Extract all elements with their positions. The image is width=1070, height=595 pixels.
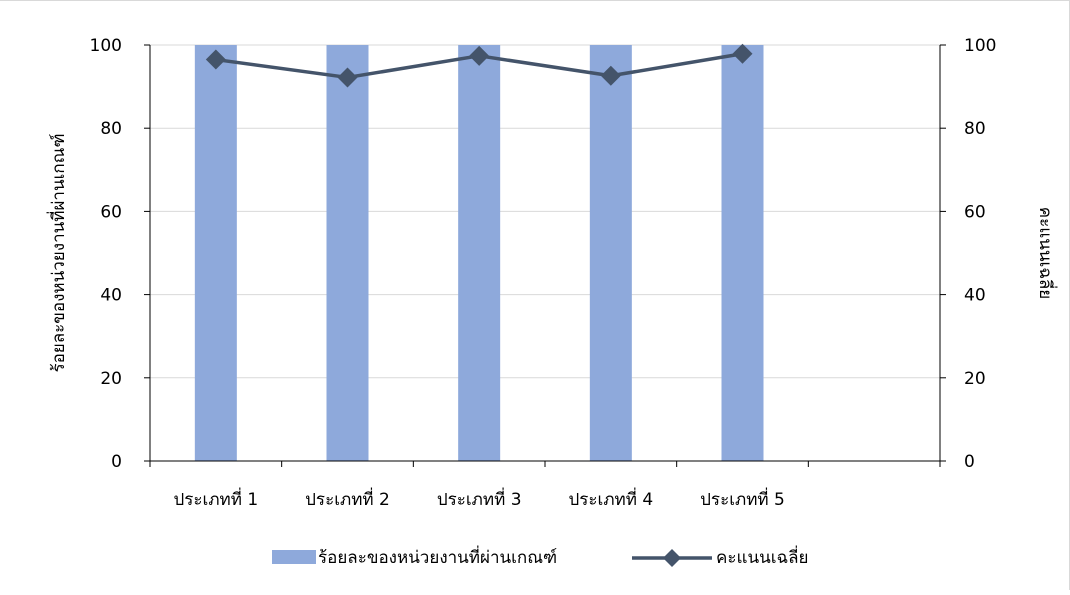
- legend-line-label: คะแนนเฉลี่ย: [716, 545, 808, 568]
- line-marker: [732, 43, 753, 64]
- right-y-tick-label: 100: [964, 36, 996, 56]
- right-y-tick-label: 80: [964, 119, 986, 139]
- right-y-tick-label: 60: [964, 202, 986, 222]
- right-axis-title: คะแนนเฉลี่ย: [1035, 207, 1058, 299]
- axes: [149, 45, 941, 462]
- line-marker: [469, 45, 490, 66]
- line-marker: [337, 67, 358, 88]
- left-y-tick-label: 80: [100, 119, 122, 139]
- category-label: ประเภทที่ 2: [305, 487, 390, 510]
- left-y-tick-label: 60: [100, 202, 122, 222]
- left-y-tick-label: 20: [100, 369, 122, 389]
- line-marker: [205, 49, 226, 70]
- category-label: ประเภทที่ 1: [173, 487, 258, 510]
- legend: ร้อยละของหน่วยงานที่ผ่านเกณฑ์ คะแนนเฉลี่…: [272, 545, 808, 568]
- category-label: ประเภทที่ 4: [568, 487, 653, 510]
- left-axis-title: ร้อยละของหน่วยงานที่ผ่านเกณฑ์: [46, 133, 69, 372]
- bar: [326, 45, 369, 461]
- line-markers: [205, 43, 753, 88]
- right-y-tick-label: 40: [964, 286, 986, 306]
- category-label: ประเภทที่ 3: [437, 487, 522, 510]
- axis-labels: ร้อยละของหน่วยงานที่ผ่านเกณฑ์ คะแนนเฉลี่…: [46, 133, 1058, 372]
- bar: [721, 45, 764, 461]
- left-y-tick-label: 0: [111, 452, 122, 472]
- right-y-tick-label: 0: [964, 452, 975, 472]
- bar: [589, 45, 632, 461]
- gridlines: [150, 44, 940, 379]
- legend-diamond-marker-icon: [663, 549, 681, 567]
- left-y-tick-label: 100: [90, 36, 122, 56]
- right-y-tick-label: 20: [964, 369, 986, 389]
- legend-bar-swatch: [272, 550, 316, 564]
- bar: [458, 45, 501, 461]
- bar-series: [194, 45, 764, 461]
- left-y-tick-label: 40: [100, 286, 122, 306]
- category-label: ประเภทที่ 5: [700, 487, 785, 510]
- tick-labels: 0 20 40 60 80 100 0 20 40 60 80 100 ประเภทที่ 1 ประเภ…: [90, 36, 997, 510]
- bar: [194, 45, 237, 461]
- legend-bar-label: ร้อยละของหน่วยงานที่ผ่านเกณฑ์: [318, 545, 557, 568]
- line-marker: [600, 65, 621, 86]
